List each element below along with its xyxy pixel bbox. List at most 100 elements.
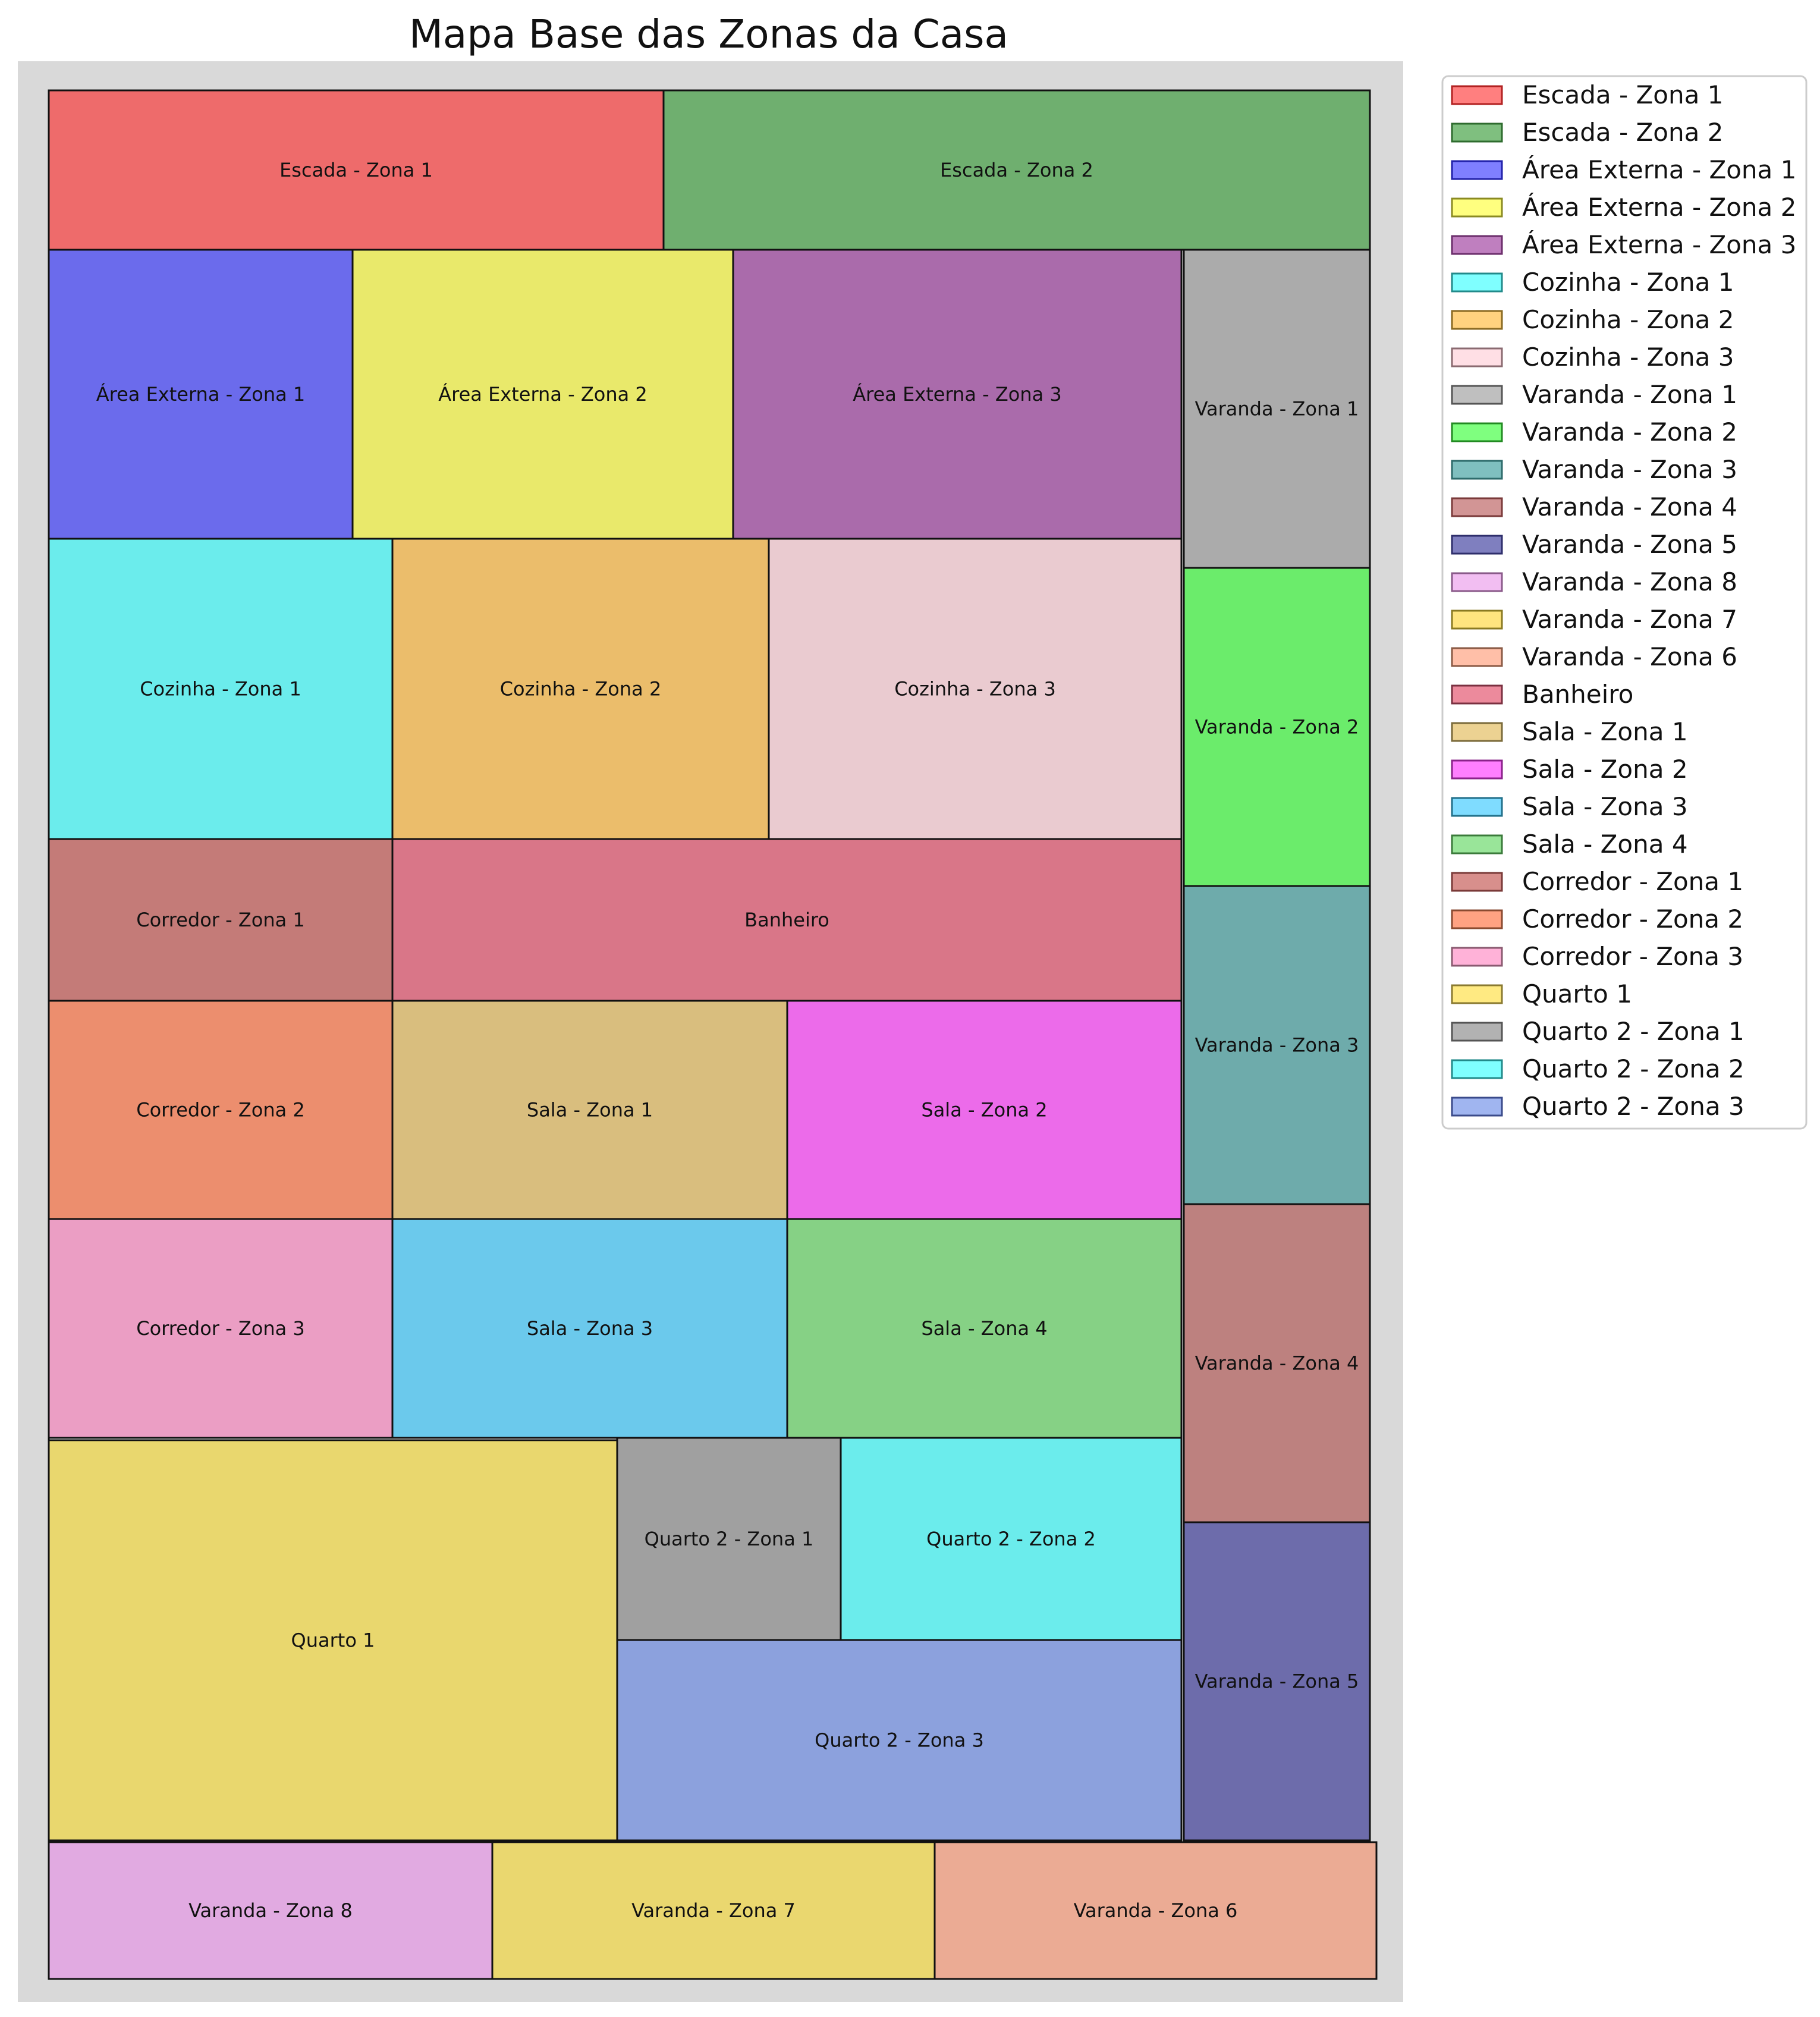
zone-label-sala-zona-2: Sala - Zona 2: [921, 1099, 1047, 1121]
legend-label-corredor-zona-3: Corredor - Zona 3: [1522, 942, 1743, 971]
legend-swatch-varanda-zona-6: [1451, 647, 1503, 667]
zone-label-varanda-zona-1: Varanda - Zona 1: [1195, 398, 1359, 420]
zone-area-externa-zona-3: [732, 249, 1183, 540]
zone-sala-zona-2: [786, 1000, 1183, 1220]
legend-swatch-sala-zona-3: [1451, 797, 1503, 817]
legend-swatch-area-externa-zona-1: [1451, 160, 1503, 180]
zone-label-varanda-zona-2: Varanda - Zona 2: [1195, 716, 1359, 739]
legend-swatch-area-externa-zona-3: [1451, 235, 1503, 255]
zone-varanda-zona-1: [1183, 249, 1371, 569]
zone-label-varanda-zona-4: Varanda - Zona 4: [1195, 1352, 1359, 1375]
zone-varanda-zona-5: [1183, 1521, 1371, 1842]
zone-label-area-externa-zona-3: Área Externa - Zona 3: [853, 383, 1062, 406]
legend-swatch-sala-zona-2: [1451, 759, 1503, 780]
legend-label-cozinha-zona-2: Cozinha - Zona 2: [1522, 305, 1734, 334]
zone-label-corredor-zona-3: Corredor - Zona 3: [136, 1317, 305, 1340]
legend-swatch-quarto-2-zona-2: [1451, 1059, 1503, 1079]
legend-label-area-externa-zona-2: Área Externa - Zona 2: [1522, 192, 1796, 222]
legend-swatch-area-externa-zona-2: [1451, 197, 1503, 218]
legend-label-banheiro: Banheiro: [1522, 680, 1633, 709]
zone-label-quarto-2-zona-1: Quarto 2 - Zona 1: [645, 1528, 814, 1550]
legend-label-varanda-zona-2: Varanda - Zona 2: [1522, 417, 1737, 447]
legend-box: [1441, 75, 1808, 1130]
zone-quarto-2-zona-1: [616, 1437, 842, 1641]
legend-label-sala-zona-4: Sala - Zona 4: [1522, 830, 1688, 859]
legend-swatch-quarto-2-zona-3: [1451, 1097, 1503, 1117]
zone-label-sala-zona-4: Sala - Zona 4: [921, 1317, 1047, 1340]
zone-sala-zona-1: [391, 1000, 788, 1220]
zone-label-varanda-zona-8: Varanda - Zona 8: [188, 1899, 353, 1922]
zones-layer: Escada - Zona 1 Escada - Zona 2 Área Exter…: [48, 89, 1378, 1980]
zone-label-sala-zona-1: Sala - Zona 1: [527, 1099, 653, 1121]
legend-label-varanda-zona-6: Varanda - Zona 6: [1522, 642, 1737, 671]
zone-varanda-zona-6: [933, 1841, 1378, 1980]
legend-label-quarto-1: Quarto 1: [1522, 979, 1632, 1008]
zone-escada-zona-1: [48, 89, 665, 251]
zone-quarto-2-zona-2: [840, 1437, 1183, 1641]
zone-corredor-zona-1: [48, 838, 394, 1002]
zone-quarto-2-zona-3: [616, 1639, 1183, 1842]
legend-swatch-cozinha-zona-1: [1451, 272, 1503, 293]
zone-area-externa-zona-1: [48, 249, 354, 540]
legend-swatch-banheiro: [1451, 684, 1503, 705]
legend-label-area-externa-zona-3: Área Externa - Zona 3: [1522, 230, 1796, 259]
legend-swatch-escada-zona-1: [1451, 85, 1503, 105]
legend-label-sala-zona-1: Sala - Zona 1: [1522, 717, 1688, 746]
legend-swatch-varanda-zona-5: [1451, 535, 1503, 555]
zone-cozinha-zona-2: [391, 538, 770, 840]
zone-label-area-externa-zona-2: Área Externa - Zona 2: [438, 383, 647, 406]
legend-swatch-corredor-zona-3: [1451, 947, 1503, 967]
legend-swatch-varanda-zona-8: [1451, 572, 1503, 592]
legend-swatch-sala-zona-1: [1451, 722, 1503, 742]
legend-label-sala-zona-3: Sala - Zona 3: [1522, 792, 1688, 821]
legend-swatch-varanda-zona-4: [1451, 497, 1503, 517]
legend-label-quarto-2-zona-1: Quarto 2 - Zona 1: [1522, 1017, 1744, 1046]
zone-label-corredor-zona-2: Corredor - Zona 2: [136, 1099, 305, 1121]
zone-label-varanda-zona-7: Varanda - Zona 7: [631, 1899, 796, 1922]
legend-swatch-sala-zona-4: [1451, 834, 1503, 854]
zone-label-varanda-zona-3: Varanda - Zona 3: [1195, 1034, 1359, 1057]
zone-label-escada-zona-2: Escada - Zona 2: [940, 159, 1093, 181]
zone-varanda-zona-4: [1183, 1203, 1371, 1523]
zone-banheiro: [391, 838, 1183, 1002]
legend-label-varanda-zona-5: Varanda - Zona 5: [1522, 530, 1737, 559]
zone-label-quarto-2-zona-2: Quarto 2 - Zona 2: [926, 1528, 1096, 1550]
legend-label-escada-zona-1: Escada - Zona 1: [1522, 80, 1723, 109]
zone-sala-zona-4: [786, 1218, 1183, 1439]
legend-label-quarto-2-zona-2: Quarto 2 - Zona 2: [1522, 1054, 1744, 1083]
legend-label-area-externa-zona-1: Área Externa - Zona 1: [1522, 155, 1796, 184]
zone-label-quarto-1: Quarto 1: [291, 1629, 375, 1652]
zone-label-banheiro: Banheiro: [744, 909, 829, 931]
zone-label-cozinha-zona-1: Cozinha - Zona 1: [140, 678, 301, 700]
legend-label-varanda-zona-7: Varanda - Zona 7: [1522, 605, 1737, 634]
figure-title: Mapa Base das Zonas da Casa: [409, 11, 1008, 57]
legend-label-cozinha-zona-1: Cozinha - Zona 1: [1522, 268, 1734, 297]
legend-swatch-varanda-zona-3: [1451, 460, 1503, 480]
zone-label-sala-zona-3: Sala - Zona 3: [527, 1317, 653, 1340]
legend-swatch-varanda-zona-7: [1451, 610, 1503, 630]
zone-cozinha-zona-3: [768, 538, 1183, 840]
zone-label-varanda-zona-6: Varanda - Zona 6: [1074, 1899, 1238, 1922]
legend-swatch-cozinha-zona-2: [1451, 310, 1503, 330]
zone-label-area-externa-zona-1: Área Externa - Zona 1: [96, 383, 306, 406]
legend: Escada - Zona 1 Escada - Zona 2 Área Exter…: [1441, 75, 1808, 1130]
zone-label-varanda-zona-5: Varanda - Zona 5: [1195, 1670, 1359, 1693]
zone-label-quarto-2-zona-3: Quarto 2 - Zona 3: [815, 1729, 984, 1752]
legend-label-quarto-2-zona-3: Quarto 2 - Zona 3: [1522, 1092, 1744, 1121]
zone-corredor-zona-2: [48, 1000, 394, 1220]
legend-swatch-corredor-zona-2: [1451, 909, 1503, 929]
legend-swatch-quarto-2-zona-1: [1451, 1022, 1503, 1042]
zone-cozinha-zona-1: [48, 538, 394, 840]
zone-escada-zona-2: [662, 89, 1371, 251]
legend-swatch-escada-zona-2: [1451, 122, 1503, 143]
legend-label-escada-zona-2: Escada - Zona 2: [1522, 118, 1723, 147]
legend-label-sala-zona-2: Sala - Zona 2: [1522, 755, 1688, 784]
legend-swatch-varanda-zona-1: [1451, 385, 1503, 405]
legend-label-varanda-zona-8: Varanda - Zona 8: [1522, 567, 1737, 596]
zone-label-escada-zona-1: Escada - Zona 1: [279, 159, 433, 181]
zone-varanda-zona-3: [1183, 885, 1371, 1205]
legend-label-varanda-zona-4: Varanda - Zona 4: [1522, 492, 1737, 521]
zone-corredor-zona-3: [48, 1218, 394, 1439]
zone-sala-zona-3: [391, 1218, 788, 1439]
